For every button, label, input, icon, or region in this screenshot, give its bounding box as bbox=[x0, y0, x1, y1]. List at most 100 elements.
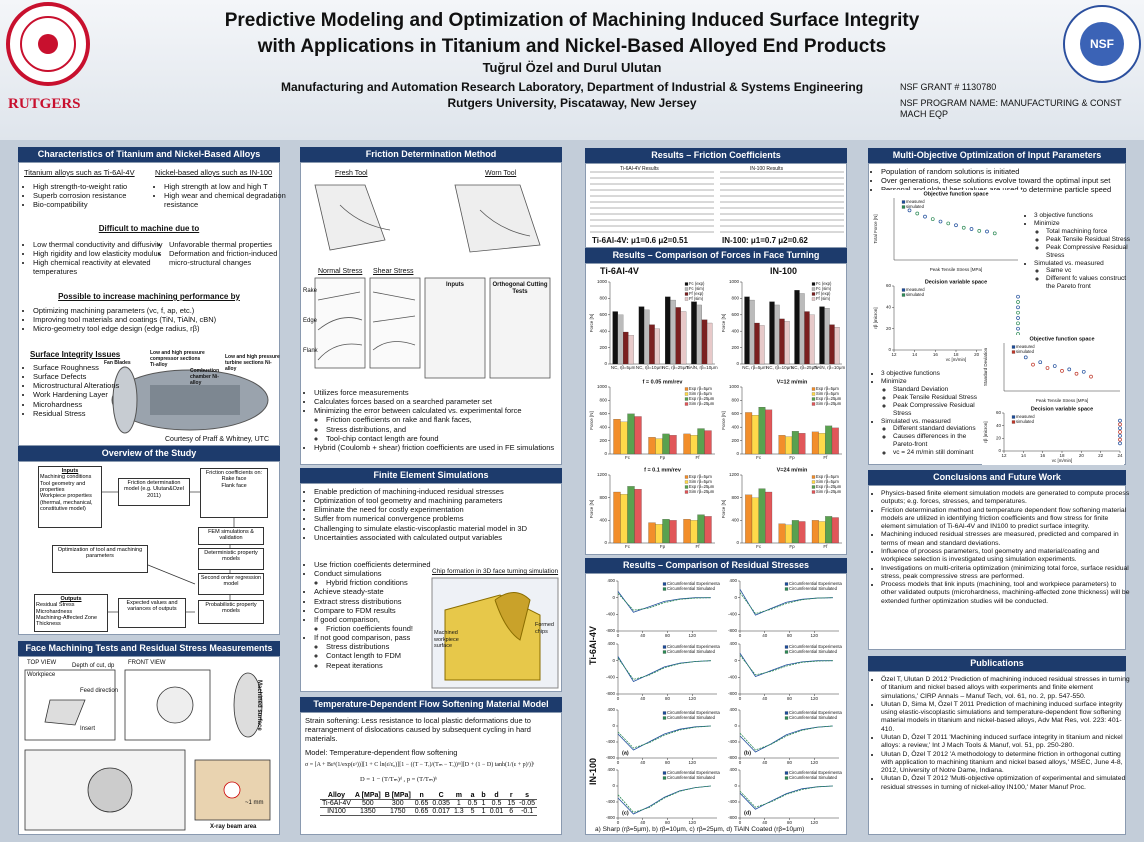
label: Insert bbox=[80, 726, 96, 732]
legend-label: Fc (exp) bbox=[689, 281, 705, 286]
label: Fan Blades bbox=[104, 360, 131, 366]
y-tick-label: 0 bbox=[736, 540, 739, 545]
label: Ti-6Al-4V bbox=[600, 266, 639, 276]
x-tick-label: 80 bbox=[787, 760, 793, 765]
table-cell: 1 bbox=[479, 807, 488, 816]
bullet-item: Personal and global best values are used… bbox=[881, 185, 1131, 194]
label: Low and high pressure compressor section… bbox=[150, 350, 205, 368]
y-axis-label: rβ [micron] bbox=[983, 421, 988, 442]
y-axis-label: Force [N] bbox=[721, 411, 726, 430]
bullet-item: Residual Stress bbox=[33, 409, 133, 418]
bullet-item: Unfavorable thermal properties bbox=[169, 240, 287, 249]
bar bbox=[669, 435, 677, 455]
legend-swatch bbox=[784, 582, 789, 586]
chart: -800 -400 0 400 0 40 80 120 Circumferential Expe… bbox=[600, 640, 720, 702]
y-tick-label: 400 bbox=[729, 578, 737, 583]
bar bbox=[675, 307, 681, 365]
bullet-item: Surface Defects bbox=[33, 372, 133, 381]
bullet-item: Investigations on multi-criteria optimiz… bbox=[881, 565, 1131, 582]
flow-box: Outputs Residual Stress Microhardness Machi… bbox=[34, 594, 108, 632]
bullet-item: Ulutan D, Sima M, Özel T 2011 Prediction… bbox=[881, 701, 1131, 734]
y-tick-label: -400 bbox=[728, 799, 738, 804]
line bbox=[739, 592, 833, 614]
bullet-item: Total machining force bbox=[1046, 228, 1134, 236]
x-tick-label: 12 bbox=[891, 352, 897, 357]
point bbox=[1016, 326, 1020, 331]
x-tick-label: 14 bbox=[1021, 453, 1027, 458]
legend-swatch bbox=[684, 287, 689, 291]
chart: 0 200 400 600 800 1000 V=12 m/min Force [N] Fc Fp… bbox=[720, 378, 845, 463]
section-header: Conclusions and Future Work bbox=[868, 470, 1126, 485]
logo-text: RUTGERS bbox=[8, 96, 81, 112]
chart-title: V=12 m/min bbox=[777, 379, 808, 385]
legend-label: Ff (sim) bbox=[689, 296, 704, 301]
y-tick-label: 800 bbox=[731, 398, 739, 403]
legend-swatch bbox=[662, 587, 667, 591]
sub-list: Same vcDifferent fc values construct the… bbox=[1034, 267, 1134, 291]
legend-swatch bbox=[811, 287, 816, 291]
y-tick-label: -800 bbox=[728, 628, 738, 633]
subhead: Titanium alloys such as Ti-6Al-4V bbox=[24, 168, 135, 177]
y-tick-label: 1000 bbox=[597, 279, 608, 284]
box-item: Workpiece properties (thermal, mechanica… bbox=[40, 493, 93, 512]
x-tick-label: Fc bbox=[625, 544, 631, 549]
flow-box: Second order regression model bbox=[198, 573, 264, 595]
bullet-list: Enable prediction of machining-induced r… bbox=[305, 487, 569, 542]
bar bbox=[818, 521, 826, 544]
bullet-item: Minimize bbox=[1034, 220, 1134, 228]
bar bbox=[825, 516, 833, 544]
chart-title: Decision variable space bbox=[925, 279, 987, 285]
bullet-list: High strength at low and high THigh wear… bbox=[155, 182, 286, 209]
y-tick-label: 800 bbox=[599, 296, 607, 301]
table-header-cell: C bbox=[430, 792, 452, 800]
y-axis-label: Force [N] bbox=[721, 314, 726, 333]
bullet-item: Causes differences in the Pareto-front bbox=[893, 433, 989, 449]
x-tick-label: Fp bbox=[660, 544, 666, 549]
flow-box: Optimization of tool and machining param… bbox=[52, 545, 148, 573]
legend-swatch bbox=[784, 771, 789, 775]
legend-label: Circumferential Experimental bbox=[789, 581, 842, 586]
line bbox=[617, 725, 711, 751]
point bbox=[946, 221, 951, 226]
summary: IN-100: μ1=0.7 μ2=0.62 bbox=[722, 236, 808, 245]
subhead: Surface Integrity Issues bbox=[30, 350, 121, 359]
chart-title: Objective function space bbox=[1029, 336, 1094, 342]
bullet-item: Standard Deviation bbox=[893, 386, 989, 394]
bullet-item: Peak Tensile Residual Stress bbox=[1046, 236, 1134, 244]
x-tick-label: NC, rβ=5μm bbox=[611, 365, 636, 370]
chart: -800 -400 0 400 0 40 80 120 Circumferential Expe… bbox=[722, 577, 842, 639]
y-tick-label: -400 bbox=[728, 612, 738, 617]
panel-label: (c) bbox=[622, 810, 629, 816]
x-tick-label: TiAlN, rβ=10μm bbox=[814, 365, 845, 370]
subhead: Possible to increase machining performan… bbox=[58, 292, 240, 301]
table-row: Ti-6Al-4V 500 300 0.65 0.035 1 0.5 1 0.5 15 -0.05 bbox=[320, 799, 538, 808]
legend-label: Circumferential Simulated bbox=[667, 775, 716, 780]
label: Shear Stress bbox=[373, 268, 414, 275]
label: Fresh Tool bbox=[335, 170, 368, 177]
legend-swatch bbox=[811, 282, 816, 286]
x-tick-label: 120 bbox=[810, 820, 818, 825]
chip-simulation bbox=[431, 577, 559, 689]
bar bbox=[794, 290, 800, 365]
point bbox=[915, 211, 920, 216]
legend-label: simulated bbox=[1016, 419, 1035, 424]
legend-swatch bbox=[811, 475, 816, 479]
line bbox=[739, 725, 833, 751]
box-title: Friction coefficients on: bbox=[205, 470, 263, 476]
table-header-cell: b bbox=[479, 792, 488, 800]
y-axis-label: Standard Deviation bbox=[983, 347, 988, 386]
bullet-item: Improving tool materials and coatings (T… bbox=[33, 315, 285, 324]
bullet-item: Influence of process parameters, tool ge… bbox=[881, 548, 1131, 565]
bar bbox=[620, 421, 628, 455]
legend-swatch bbox=[901, 288, 906, 292]
y-tick-label: 400 bbox=[607, 707, 615, 712]
y-tick-label: -800 bbox=[728, 755, 738, 760]
y-axis-label: Force [N] bbox=[721, 500, 726, 519]
point bbox=[1016, 316, 1020, 320]
y-tick-label: 400 bbox=[729, 641, 737, 646]
legend-label: Ff (sim) bbox=[816, 296, 831, 301]
chart: -800 -400 0 400 0 40 80 120 Circumferential Expe… bbox=[600, 577, 720, 639]
flow-box: Friction determination model (e.g. Uluta… bbox=[118, 478, 190, 506]
x-tick-label: 0 bbox=[739, 633, 742, 638]
x-tick-label: 80 bbox=[787, 633, 793, 638]
